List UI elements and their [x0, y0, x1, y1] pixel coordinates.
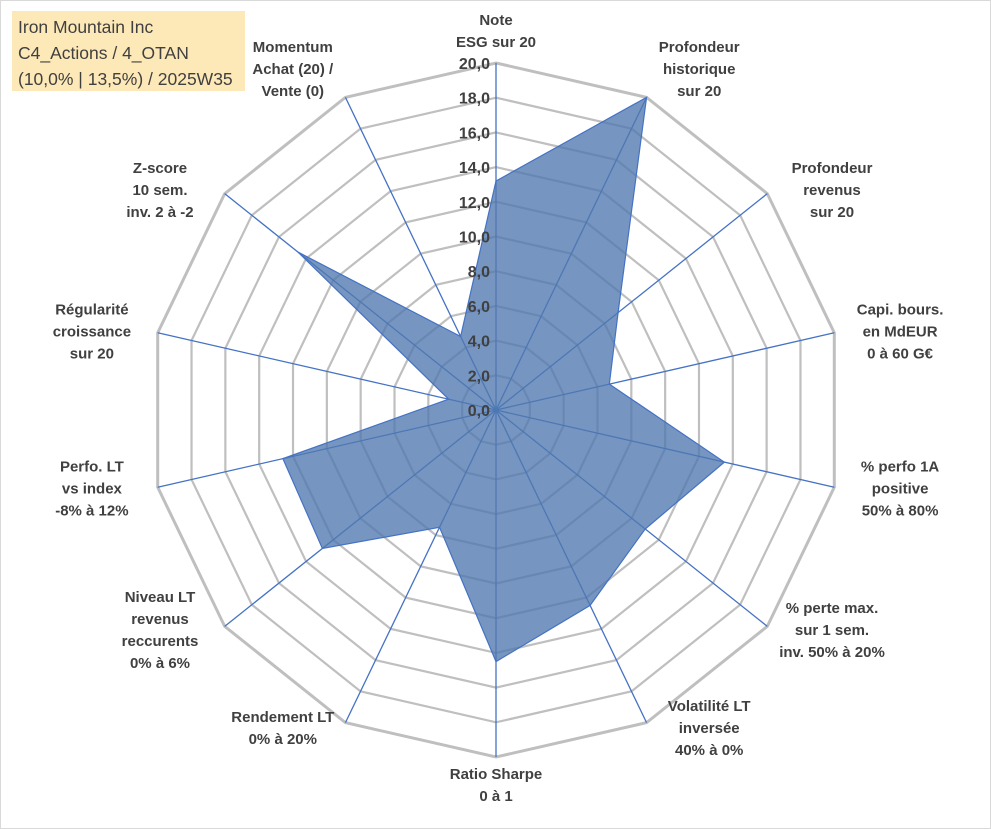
- axis-label-line: 0% à 6%: [130, 655, 190, 672]
- tick-label: 6,0: [468, 299, 490, 316]
- axis-label-line: Vente (0): [262, 83, 325, 100]
- axis-label-line: historique: [663, 61, 736, 78]
- info-box: Iron Mountain Inc C4_Actions / 4_OTAN (1…: [12, 11, 245, 91]
- tick-label: 12,0: [459, 195, 490, 212]
- axis-label-line: inv. 2 à -2: [126, 204, 193, 221]
- tick-label: 16,0: [459, 125, 490, 142]
- axis-label-line: revenus: [131, 611, 189, 628]
- tick-label: 14,0: [459, 160, 490, 177]
- axis-label-line: % perfo 1A: [861, 459, 940, 476]
- tick-label: 2,0: [468, 368, 490, 385]
- axis-label-line: Niveau LT: [125, 589, 196, 606]
- axis-label-line: Capi. bours.: [857, 302, 944, 319]
- axis-label-line: 10 sem.: [132, 182, 187, 199]
- axis-label-line: vs index: [62, 481, 123, 498]
- axis-label-line: 0 à 1: [479, 788, 512, 805]
- axis-label: Capi. bours. en MdEUR 0 à 60 G€: [857, 302, 944, 363]
- axis-label: % perfo 1A positive 50% à 80%: [861, 459, 940, 520]
- axis-label-line: inv. 50% à 20%: [779, 644, 885, 661]
- axis-label-line: revenus: [803, 182, 861, 199]
- axis-label-line: Profondeur: [792, 160, 873, 177]
- series-area: [282, 96, 726, 663]
- axis-label-line: 0% à 20%: [249, 731, 317, 748]
- axis-label-line: -8% à 12%: [55, 503, 128, 520]
- axis-label-line: 0 à 60 G€: [867, 346, 934, 363]
- axis-label-line: % perte max.: [786, 600, 879, 617]
- axis-label-line: sur 20: [677, 83, 721, 100]
- axis-label: Niveau LT revenus reccurents 0% à 6%: [122, 589, 199, 672]
- tick-label: 18,0: [459, 91, 490, 108]
- axis-label-line: Ratio Sharpe: [450, 766, 543, 783]
- axis-label-line: en MdEUR: [863, 324, 938, 341]
- axis-label: Ratio Sharpe 0 à 1: [450, 766, 543, 805]
- tick-label: 8,0: [468, 264, 490, 281]
- axis-label-line: Régularité: [55, 302, 128, 319]
- axis-label: Momentum Achat (20) / Vente (0): [252, 39, 334, 100]
- axis-label-line: 40% à 0%: [675, 742, 743, 759]
- portfolio-category: C4_Actions / 4_OTAN: [18, 43, 189, 63]
- axis-label-line: Volatilité LT: [668, 698, 751, 715]
- axis-label-line: Profondeur: [659, 39, 740, 56]
- axis-label-line: Z-score: [133, 160, 187, 177]
- tick-label: 20,0: [459, 56, 490, 73]
- axis-label-line: Perfo. LT: [60, 459, 124, 476]
- tick-label: 4,0: [468, 334, 490, 351]
- axis-label: Profondeur historique sur 20: [659, 39, 740, 100]
- axis-label-line: Achat (20) /: [252, 61, 334, 78]
- axis-label-line: sur 1 sem.: [795, 622, 869, 639]
- period-info: (10,0% | 13,5%) / 2025W35: [18, 69, 233, 89]
- axis-label-line: Note: [479, 12, 512, 29]
- axis-label-line: inversée: [679, 720, 740, 737]
- tick-label: 10,0: [459, 230, 490, 247]
- axis-label: Z-score 10 sem. inv. 2 à -2: [126, 160, 193, 221]
- company-name: Iron Mountain Inc: [18, 17, 154, 37]
- axis-label: Note ESG sur 20: [456, 12, 536, 51]
- axis-label: % perte max. sur 1 sem. inv. 50% à 20%: [779, 600, 885, 661]
- axis-label-line: sur 20: [810, 204, 854, 221]
- axis-label-line: positive: [872, 481, 929, 498]
- axis-label: Rendement LT 0% à 20%: [231, 709, 334, 748]
- tick-layer: 0,0 2,0 4,0 6,0 8,0 10,0 12,0 14,0 16,0 18,0 20,0: [459, 56, 490, 420]
- axis-label-line: ESG sur 20: [456, 34, 536, 51]
- axis-label-line: croissance: [53, 324, 131, 341]
- spoke-line: [157, 332, 497, 411]
- axis-label-line: Momentum: [253, 39, 333, 56]
- axis-label: Perfo. LT vs index -8% à 12%: [55, 459, 128, 520]
- axis-label: Profondeur revenus sur 20: [792, 160, 873, 221]
- axis-label-line: Rendement LT: [231, 709, 334, 726]
- axis-label-line: reccurents: [122, 633, 199, 650]
- axis-label-line: sur 20: [70, 346, 114, 363]
- tick-label: 0,0: [468, 403, 490, 420]
- axis-label: Régularité croissance sur 20: [53, 302, 131, 363]
- axis-label-layer: Note ESG sur 20 Profondeur historique sur 20…: [53, 12, 944, 805]
- axis-label: Volatilité LT inversée 40% à 0%: [668, 698, 751, 759]
- series-layer: [282, 96, 726, 663]
- axis-label-line: 50% à 80%: [862, 503, 939, 520]
